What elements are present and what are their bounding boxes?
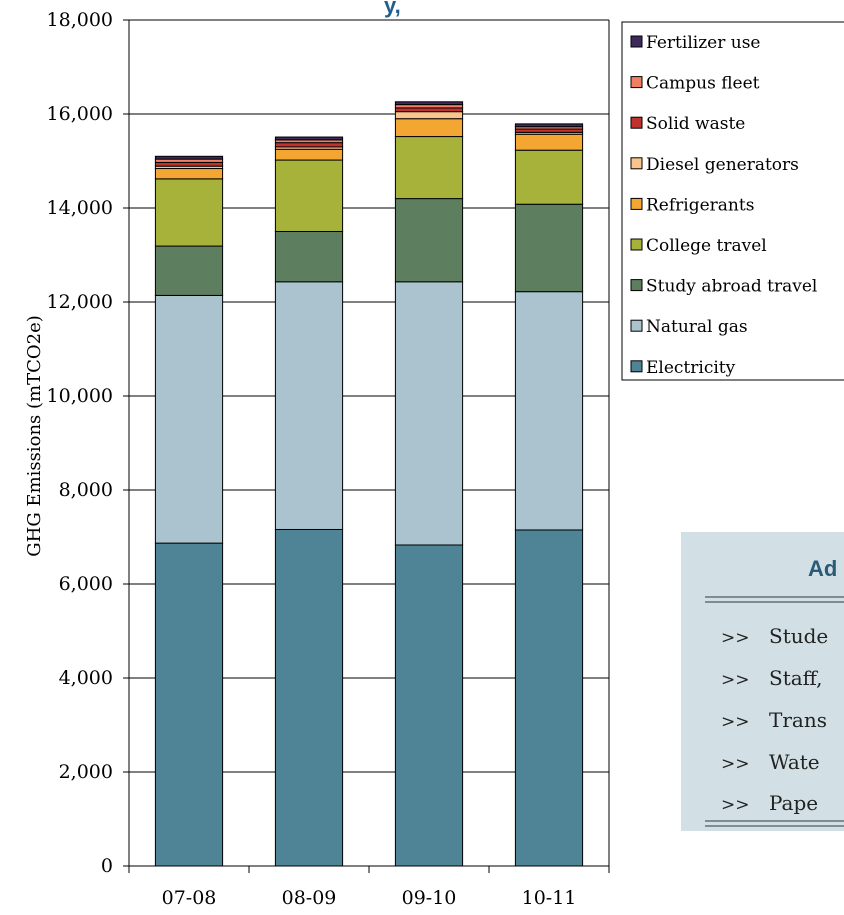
bars [154, 101, 584, 867]
bar-segment [394, 198, 464, 283]
bar-segment [514, 203, 584, 293]
bar-segment [154, 161, 224, 167]
bar-segment [514, 149, 584, 205]
panel-rule-bottom-2 [705, 825, 844, 827]
y-axis-title: GHG Emissions (mTCO2e) [24, 315, 45, 557]
bar-segment [394, 118, 464, 138]
legend-swatch [630, 116, 643, 129]
legend-label: Study abroad travel [646, 277, 817, 297]
y-tick-label: 12,000 [47, 291, 113, 313]
legend-swatch [630, 360, 643, 373]
panel-rule-bottom [705, 820, 844, 822]
legend-label: Refrigerants [646, 195, 754, 215]
legend-label: Natural gas [646, 317, 748, 337]
bar-segment [274, 281, 344, 530]
x-category-label: 10-11 [522, 887, 577, 909]
bar-segment [154, 294, 224, 544]
bar-segment [394, 281, 464, 546]
legend-swatch [630, 319, 643, 332]
panel-item: >> Stude [721, 624, 829, 648]
legend-swatch [630, 238, 643, 251]
bar-segment [394, 107, 464, 113]
legend-label: Solid waste [646, 114, 745, 134]
y-tick-label: 10,000 [47, 385, 113, 407]
y-tick-label: 14,000 [47, 197, 113, 219]
legend-label: Fertilizer use [646, 33, 760, 53]
bar-segment [274, 231, 344, 283]
legend-swatch [630, 279, 643, 292]
legend-box [621, 21, 844, 381]
bar-segment [514, 291, 584, 531]
bar-segment [514, 529, 584, 867]
legend-label: Diesel generators [646, 155, 799, 175]
x-category-label: 08-09 [282, 887, 337, 909]
info-panel: Ad >> Stude >> Staff, >> Trans >> Wate >> Pap… [681, 532, 844, 831]
bar-segment [154, 245, 224, 296]
legend-swatch [630, 76, 643, 89]
legend-label: Electricity [646, 358, 736, 378]
panel-rule-top [705, 596, 844, 598]
bar-segment [394, 101, 464, 106]
y-tick-label: 18,000 [47, 9, 113, 31]
bar-segment [274, 142, 344, 148]
legend-swatch [630, 35, 643, 48]
panel-heading: Ad [808, 556, 838, 581]
y-tick-label: 2,000 [59, 761, 113, 783]
panel-item: >> Staff, [721, 666, 823, 690]
bar-segment [394, 111, 464, 120]
axes: 0 2,000 4,000 6,000 8,000 10,000 12,000 14,000 1… [47, 9, 610, 909]
panel-item: >> Trans [721, 708, 827, 732]
legend-swatch [630, 157, 643, 170]
y-tick-label: 0 [101, 855, 113, 877]
panel-item: >> Pape [721, 791, 819, 815]
legend-swatch [630, 197, 643, 210]
legend-label: College travel [646, 236, 767, 256]
y-tick-label: 16,000 [47, 103, 113, 125]
bar-segment [394, 544, 464, 867]
x-category-label: 07-08 [162, 887, 217, 909]
bar-segment [154, 178, 224, 247]
bar-segment [514, 133, 584, 151]
legend: Fertilizer use Campus fleet Solid waste Die… [621, 21, 844, 381]
bar-segment [154, 155, 224, 160]
bar-segment [274, 159, 344, 232]
bar-segment [514, 123, 584, 128]
bar-segment [274, 148, 344, 161]
panel-item: >> Wate [721, 750, 820, 774]
bar-segment [154, 168, 224, 180]
bar-segment [274, 528, 344, 867]
legend-label: Campus fleet [646, 74, 760, 94]
y-tick-label: 8,000 [59, 479, 113, 501]
bar-segment [394, 136, 464, 200]
chart-title: y, [384, 0, 401, 18]
bar-segment [154, 542, 224, 867]
x-category-label: 09-10 [402, 887, 457, 909]
y-tick-label: 6,000 [59, 573, 113, 595]
y-tick-label: 4,000 [59, 667, 113, 689]
panel-rule-top-2 [705, 601, 844, 603]
bar-segment [274, 136, 344, 141]
